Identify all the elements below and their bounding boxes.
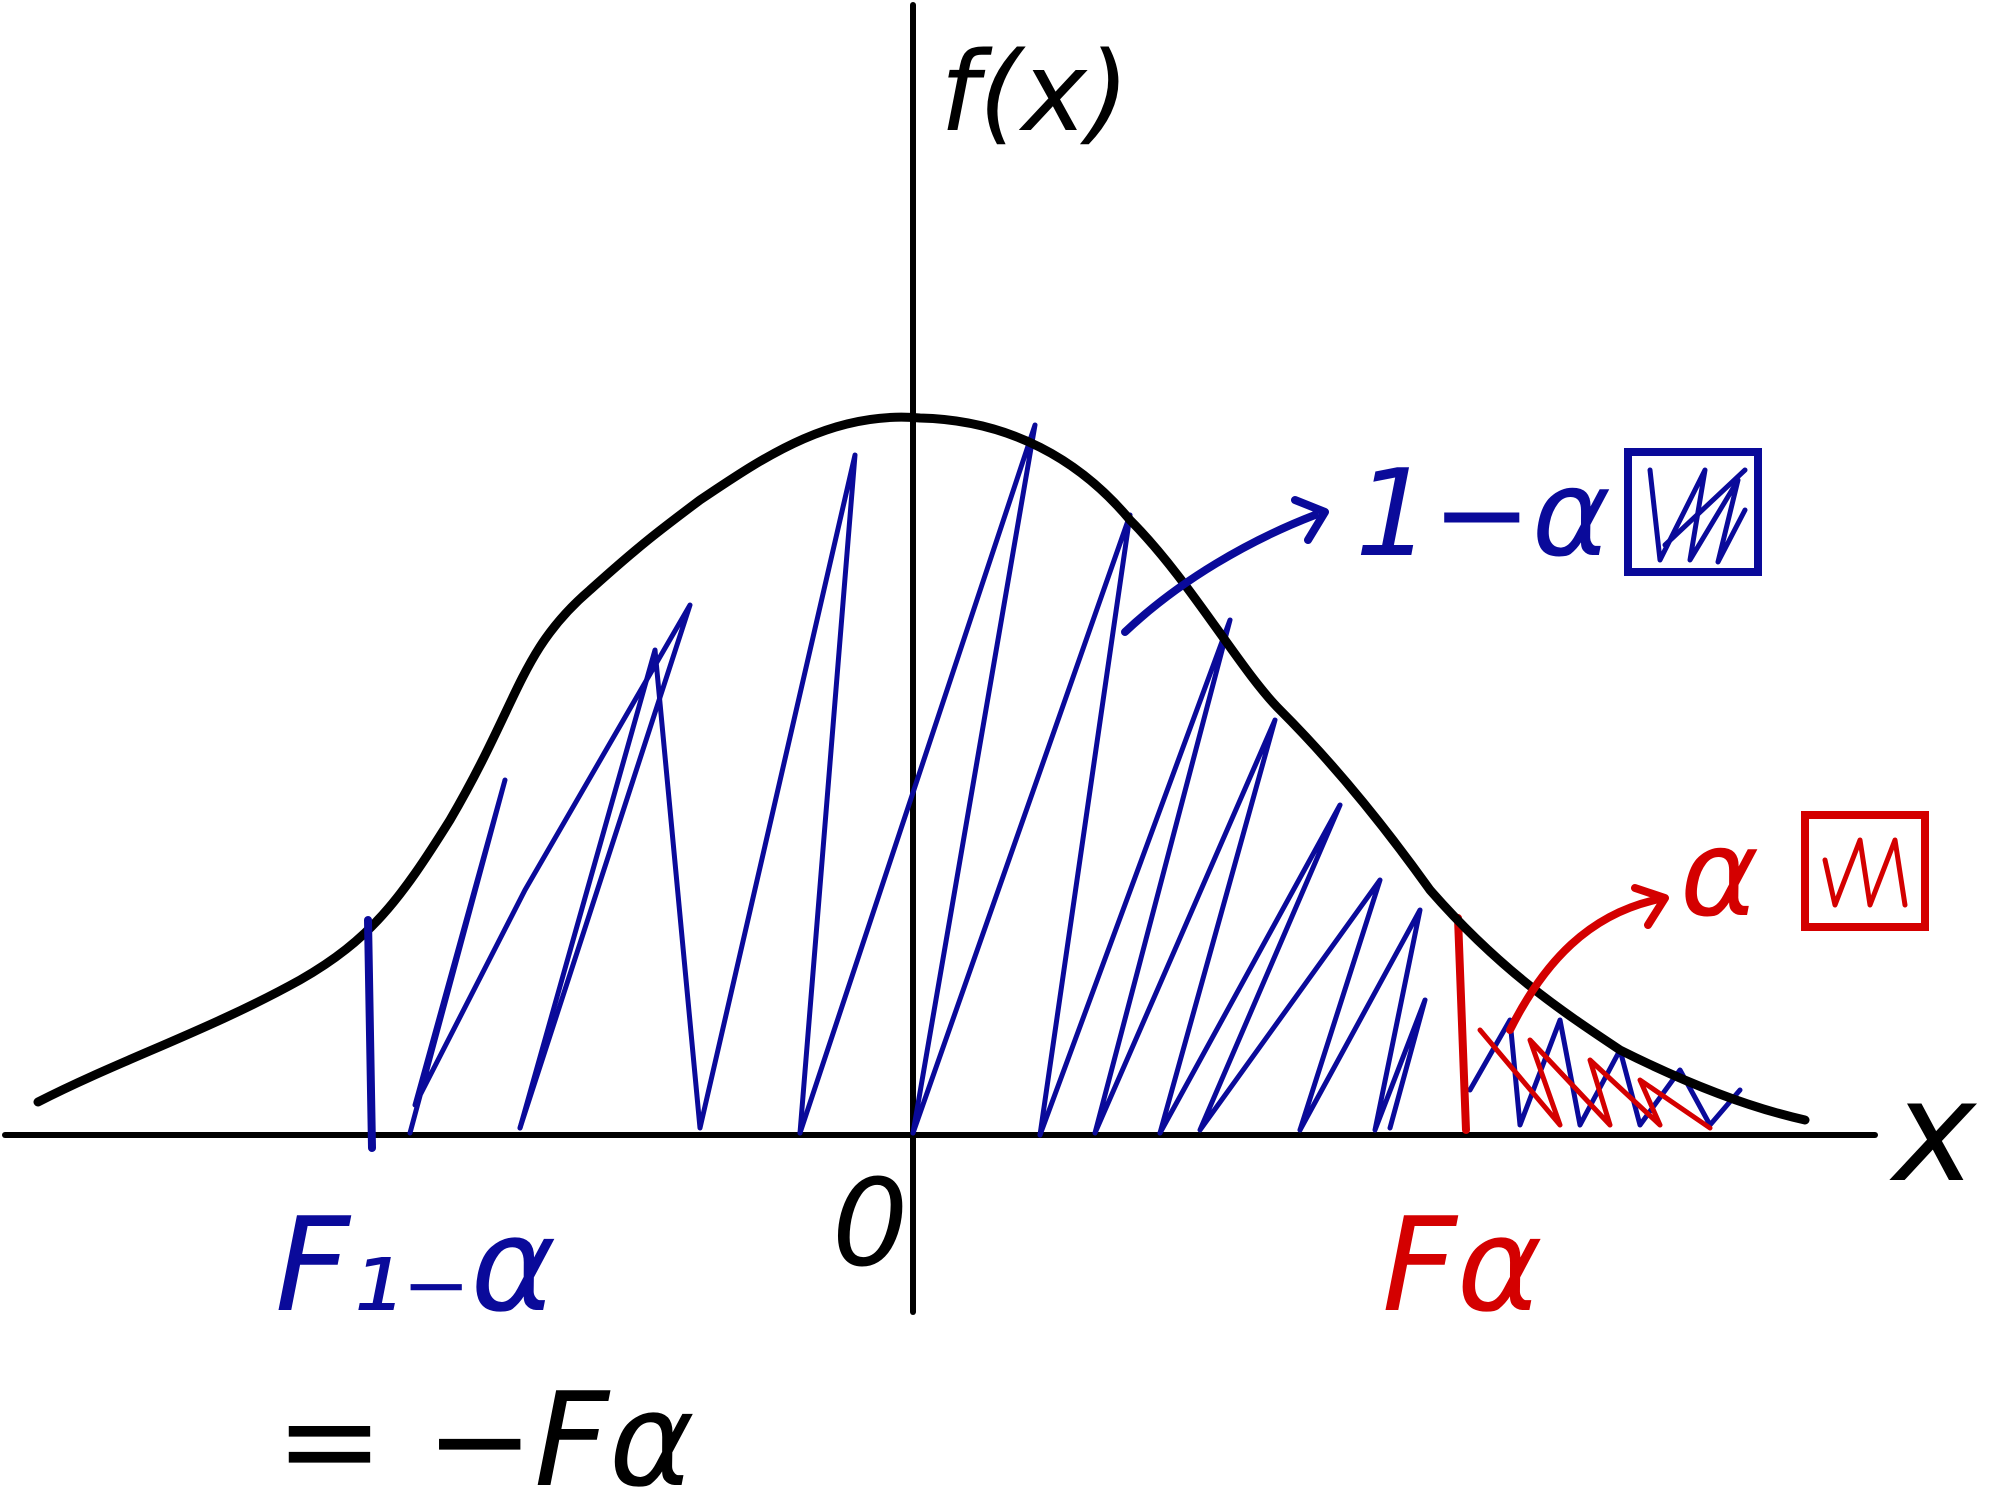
- hatched-square-icon: [1822, 837, 1908, 908]
- center-area-arrow: [1121, 511, 1319, 636]
- center-area-label: 1−α: [1355, 445, 1611, 584]
- tail-area-arrow: [1506, 896, 1659, 1034]
- center-area-arrowhead: [1291, 496, 1329, 544]
- upper-critical-label: Fα: [1382, 1189, 1542, 1341]
- tail-area-arrowhead: [1631, 884, 1669, 929]
- lower-critical-equation: = −Fα: [275, 1364, 695, 1501]
- tail-legend-square: [1801, 811, 1929, 931]
- center-legend-square: [1624, 448, 1762, 576]
- density-curve: [33, 412, 1810, 1125]
- tail-region-hatching: [1454, 914, 1743, 1134]
- y-axis-label: f(x): [940, 28, 1130, 156]
- x-axis-label: x: [1889, 1051, 1978, 1214]
- lower-critical-marker: [364, 916, 376, 1152]
- hatched-square-icon: [1662, 467, 1748, 548]
- tail-area-label: α: [1680, 805, 1759, 944]
- origin-label: 0: [832, 1155, 908, 1294]
- lower-critical-label: F₁₋α: [275, 1189, 556, 1341]
